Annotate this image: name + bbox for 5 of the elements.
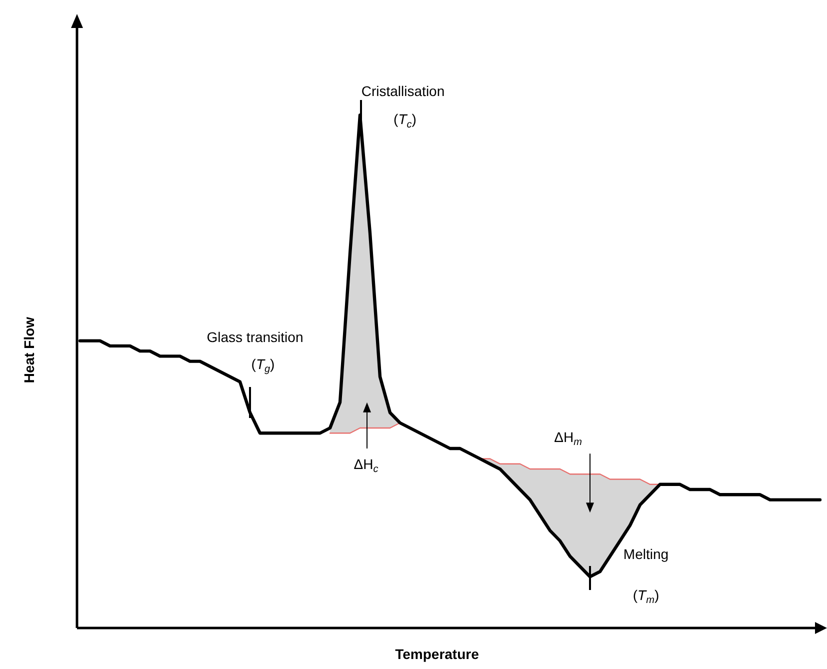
x-axis-title: Temperature bbox=[395, 646, 480, 662]
annotation: Melting bbox=[623, 546, 669, 562]
y-axis-title: Heat Flow bbox=[20, 316, 37, 384]
annotation: Glass transition bbox=[206, 329, 304, 346]
text: Cristallisation bbox=[361, 82, 445, 99]
